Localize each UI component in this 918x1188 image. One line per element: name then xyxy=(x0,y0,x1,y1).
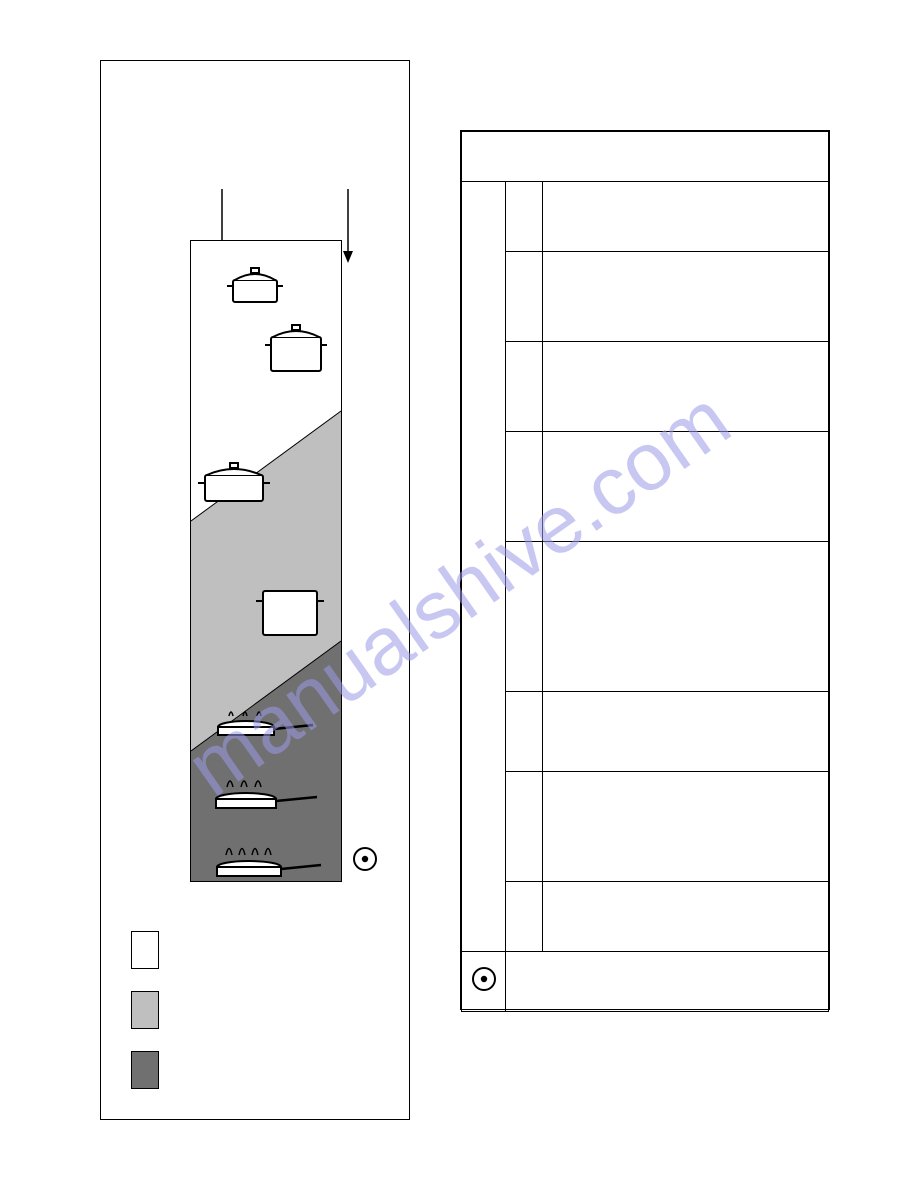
legend-swatch xyxy=(131,931,159,969)
table-cell xyxy=(506,692,543,772)
table-cell xyxy=(506,252,543,342)
right-panel xyxy=(460,130,830,1010)
table-cell xyxy=(506,342,543,432)
settings-table xyxy=(461,131,829,1012)
pot-icon xyxy=(256,591,324,635)
table-cell xyxy=(542,342,828,432)
table-cell xyxy=(506,432,543,542)
power-cell xyxy=(462,952,506,1012)
table-cell xyxy=(542,432,828,542)
power-target-icon xyxy=(471,966,497,992)
legend-swatch xyxy=(131,1051,159,1089)
down-arrow-icon xyxy=(341,189,355,263)
legend-item-low xyxy=(131,931,159,974)
table-col-merged xyxy=(462,182,506,952)
table-cell xyxy=(506,772,543,882)
power-target-icon xyxy=(352,846,378,872)
table-cell xyxy=(506,952,829,1012)
legend-item-medium xyxy=(131,991,159,1034)
legend-item-high xyxy=(131,1051,159,1094)
table-cell xyxy=(542,692,828,772)
heat-zones-graphic xyxy=(191,241,341,881)
table-cell xyxy=(542,182,828,252)
table-cell xyxy=(506,182,543,252)
table-cell xyxy=(542,772,828,882)
left-panel xyxy=(100,60,410,1120)
legend-swatch xyxy=(131,991,159,1029)
table-cell xyxy=(506,882,543,952)
table-header-row xyxy=(462,132,829,182)
table-cell xyxy=(506,542,543,692)
table-cell xyxy=(542,252,828,342)
table-cell xyxy=(542,882,828,952)
table-cell xyxy=(542,542,828,692)
